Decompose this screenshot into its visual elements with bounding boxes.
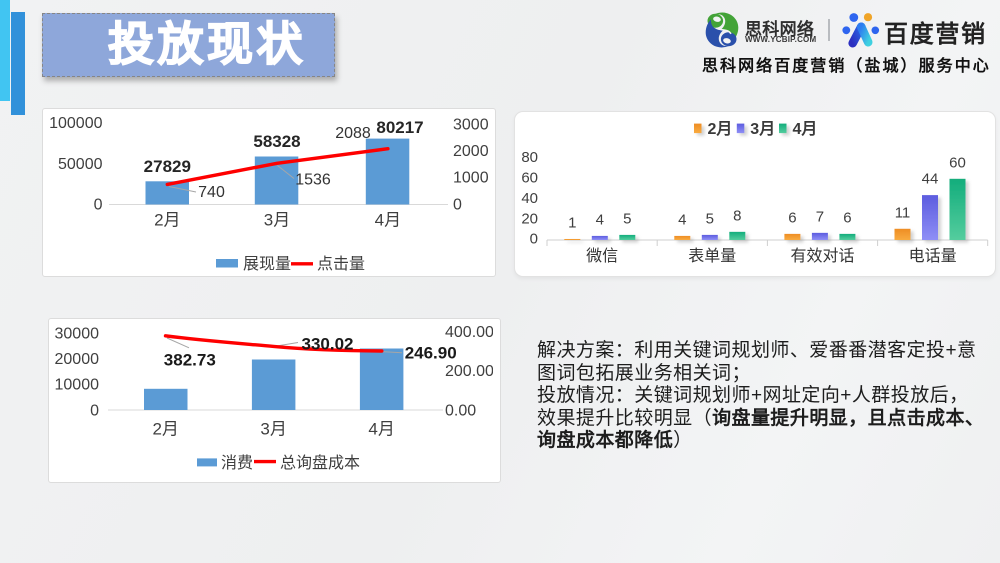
svg-text:3000: 3000 — [453, 117, 489, 134]
svg-text:11: 11 — [895, 204, 911, 221]
svg-text:2000: 2000 — [453, 143, 489, 160]
svg-text:1536: 1536 — [295, 171, 331, 188]
svg-text:0: 0 — [453, 197, 462, 214]
svg-text:有效对话: 有效对话 — [790, 247, 854, 265]
svg-text:4: 4 — [596, 211, 604, 228]
svg-text:60: 60 — [949, 154, 966, 171]
svg-text:330.02: 330.02 — [302, 335, 354, 354]
svg-text:0: 0 — [94, 197, 103, 214]
svg-text:4月: 4月 — [375, 211, 401, 230]
svg-text:6: 6 — [843, 209, 851, 226]
svg-text:382.73: 382.73 — [164, 350, 216, 369]
svg-text:1: 1 — [568, 215, 576, 232]
svg-text:电话量: 电话量 — [909, 247, 957, 265]
svg-text:246.90: 246.90 — [405, 343, 457, 362]
svg-text:200.00: 200.00 — [445, 363, 493, 380]
svg-text:总询盘成本: 总询盘成本 — [280, 453, 360, 472]
svg-text:2月: 2月 — [154, 211, 180, 230]
svg-text:点击量: 点击量 — [317, 255, 365, 273]
svg-text:3月: 3月 — [260, 420, 286, 439]
svg-text:50000: 50000 — [58, 156, 103, 173]
svg-text:1000: 1000 — [453, 170, 489, 187]
svg-text:3月: 3月 — [750, 120, 775, 138]
svg-text:27829: 27829 — [144, 157, 191, 176]
svg-text:0: 0 — [90, 402, 99, 419]
svg-text:80217: 80217 — [376, 118, 423, 137]
svg-text:0: 0 — [530, 231, 538, 248]
svg-text:30000: 30000 — [55, 326, 100, 343]
svg-text:2月: 2月 — [152, 420, 178, 439]
svg-text:7: 7 — [816, 208, 824, 225]
svg-text:2月: 2月 — [708, 120, 733, 138]
svg-text:6: 6 — [788, 209, 796, 226]
svg-text:微信: 微信 — [586, 247, 618, 265]
svg-text:40: 40 — [521, 190, 538, 207]
svg-text:740: 740 — [198, 184, 225, 201]
svg-text:5: 5 — [623, 210, 631, 227]
svg-text:400.00: 400.00 — [445, 324, 493, 341]
svg-text:80: 80 — [521, 149, 538, 166]
svg-text:表单量: 表单量 — [688, 247, 736, 265]
svg-text:2088: 2088 — [335, 125, 371, 142]
svg-text:4: 4 — [678, 211, 686, 228]
svg-text:4月: 4月 — [368, 420, 394, 439]
svg-text:消费: 消费 — [221, 454, 253, 472]
svg-text:3月: 3月 — [264, 211, 290, 230]
svg-text:展现量: 展现量 — [243, 256, 291, 273]
svg-text:8: 8 — [733, 207, 741, 224]
svg-text:5: 5 — [706, 210, 714, 227]
svg-text:60: 60 — [521, 170, 538, 187]
svg-text:10000: 10000 — [55, 377, 100, 394]
svg-text:0.00: 0.00 — [445, 402, 476, 419]
svg-text:4月: 4月 — [793, 120, 818, 138]
svg-text:100000: 100000 — [49, 115, 102, 132]
svg-text:44: 44 — [922, 171, 939, 188]
svg-text:20: 20 — [521, 210, 538, 227]
svg-text:58328: 58328 — [253, 132, 300, 151]
svg-text:20000: 20000 — [55, 351, 100, 368]
